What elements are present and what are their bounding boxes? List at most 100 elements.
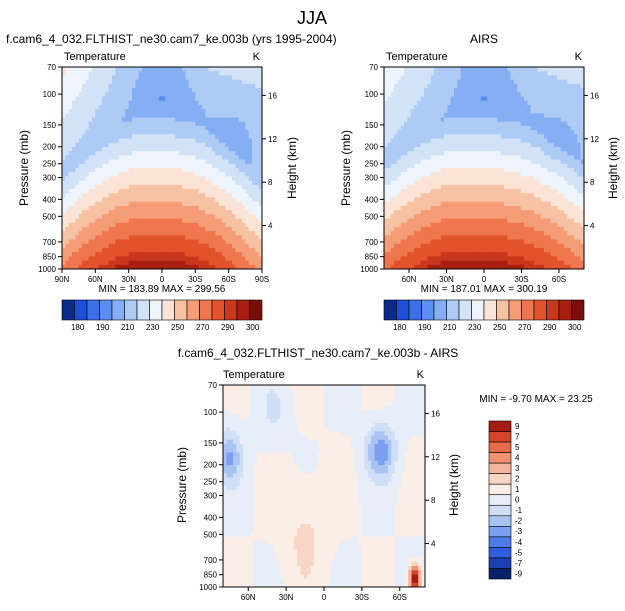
heatmap-cell <box>92 113 96 118</box>
heatmap-cell <box>132 223 136 228</box>
heatmap-cell <box>139 75 143 80</box>
heatmap-cell <box>454 261 458 266</box>
heatmap-cell <box>239 202 243 207</box>
heatmap-cell <box>79 210 83 215</box>
heatmap-cell <box>182 130 186 135</box>
heatmap-cell <box>85 240 89 245</box>
heatmap-cell <box>192 223 196 228</box>
heatmap-cell <box>62 96 66 101</box>
heatmap-cell <box>95 126 99 131</box>
heatmap-cell <box>255 75 259 80</box>
heatmap-cell <box>421 147 425 152</box>
heatmap-cell <box>414 109 418 114</box>
heatmap-cell <box>384 147 388 152</box>
heatmap-cell <box>72 118 76 123</box>
heatmap-cell <box>521 164 525 169</box>
heatmap-cell <box>404 244 408 249</box>
heatmap-cell <box>444 244 448 249</box>
heatmap-cell <box>501 88 505 93</box>
heatmap-cell <box>69 214 73 219</box>
heatmap-cell <box>222 176 226 181</box>
heatmap-cell <box>401 210 405 215</box>
heatmap-cell <box>514 151 518 156</box>
heatmap-cell <box>239 122 243 127</box>
heatmap-cell <box>119 176 123 181</box>
heatmap-cell <box>457 109 461 114</box>
heatmap-cell <box>99 252 103 257</box>
heatmap-cell <box>152 235 156 240</box>
heatmap-cell <box>69 109 73 114</box>
heatmap-cell <box>454 223 458 228</box>
heatmap-cell <box>461 143 465 148</box>
heatmap-cell <box>424 172 428 177</box>
heatmap-cell <box>474 130 478 135</box>
heatmap-cell <box>212 261 216 266</box>
heatmap-cell <box>152 172 156 177</box>
heatmap-cell <box>229 109 233 114</box>
heatmap-cell <box>411 130 415 135</box>
heatmap-cell <box>454 113 458 118</box>
heatmap-cell <box>219 147 223 152</box>
heatmap-cell <box>95 214 99 219</box>
heatmap-cell <box>441 172 445 177</box>
heatmap-cell <box>501 244 505 249</box>
heatmap-cell <box>132 96 136 101</box>
heatmap-cell <box>132 67 136 72</box>
heatmap-cell <box>517 189 521 194</box>
heatmap-cell <box>95 248 99 253</box>
heatmap-cell <box>404 202 408 207</box>
heatmap-cell <box>411 88 415 93</box>
heatmap-cell <box>521 160 525 165</box>
heatmap-cell <box>391 126 395 131</box>
heatmap-cell <box>437 181 441 186</box>
heatmap-cell <box>129 261 133 266</box>
heatmap-cell <box>507 244 511 249</box>
heatmap-cell <box>507 164 511 169</box>
y-tick-label: 300 <box>43 174 57 183</box>
heatmap-cell <box>501 231 505 236</box>
heatmap-cell <box>149 71 153 76</box>
heatmap-cell <box>229 92 233 97</box>
heatmap-cell <box>477 96 481 101</box>
heatmap-cell <box>199 71 203 76</box>
heatmap-cell <box>212 139 216 144</box>
heatmap-cell <box>242 244 246 249</box>
heatmap-cell <box>411 168 415 173</box>
heatmap-cell <box>135 223 139 228</box>
heatmap-cell <box>132 164 136 169</box>
heatmap-cell <box>142 214 146 219</box>
heatmap-cell <box>89 84 93 89</box>
heatmap-cell <box>152 84 156 89</box>
heatmap-cell <box>199 197 203 202</box>
heatmap-cell <box>491 240 495 245</box>
heatmap-cell <box>95 231 99 236</box>
heatmap-cell <box>514 176 518 181</box>
heatmap-cell <box>245 126 249 131</box>
heatmap-cell <box>189 252 193 257</box>
heatmap-cell <box>491 214 495 219</box>
heatmap-cell <box>411 252 415 257</box>
heatmap-cell <box>235 210 239 215</box>
heatmap-cell <box>145 126 149 131</box>
heatmap-cell <box>484 248 488 253</box>
heatmap-cell <box>99 109 103 114</box>
heatmap-cell <box>159 67 163 72</box>
heatmap-cell <box>421 109 425 114</box>
heatmap-cell <box>407 248 411 253</box>
heatmap-cell <box>69 92 73 97</box>
heatmap-cell <box>235 219 239 224</box>
heatmap-cell <box>431 256 435 261</box>
heatmap-cell <box>517 172 521 177</box>
heatmap-cell <box>199 88 203 93</box>
heatmap-cell <box>514 109 518 114</box>
heatmap-cell <box>182 231 186 236</box>
heatmap-cell <box>514 244 518 249</box>
heatmap-cell <box>404 151 408 156</box>
heatmap-cell <box>471 143 475 148</box>
heatmap-cell <box>125 219 129 224</box>
heatmap-cell <box>132 202 136 207</box>
heatmap-cell <box>72 143 76 148</box>
heatmap-cell <box>504 168 508 173</box>
heatmap-cell <box>109 109 113 114</box>
